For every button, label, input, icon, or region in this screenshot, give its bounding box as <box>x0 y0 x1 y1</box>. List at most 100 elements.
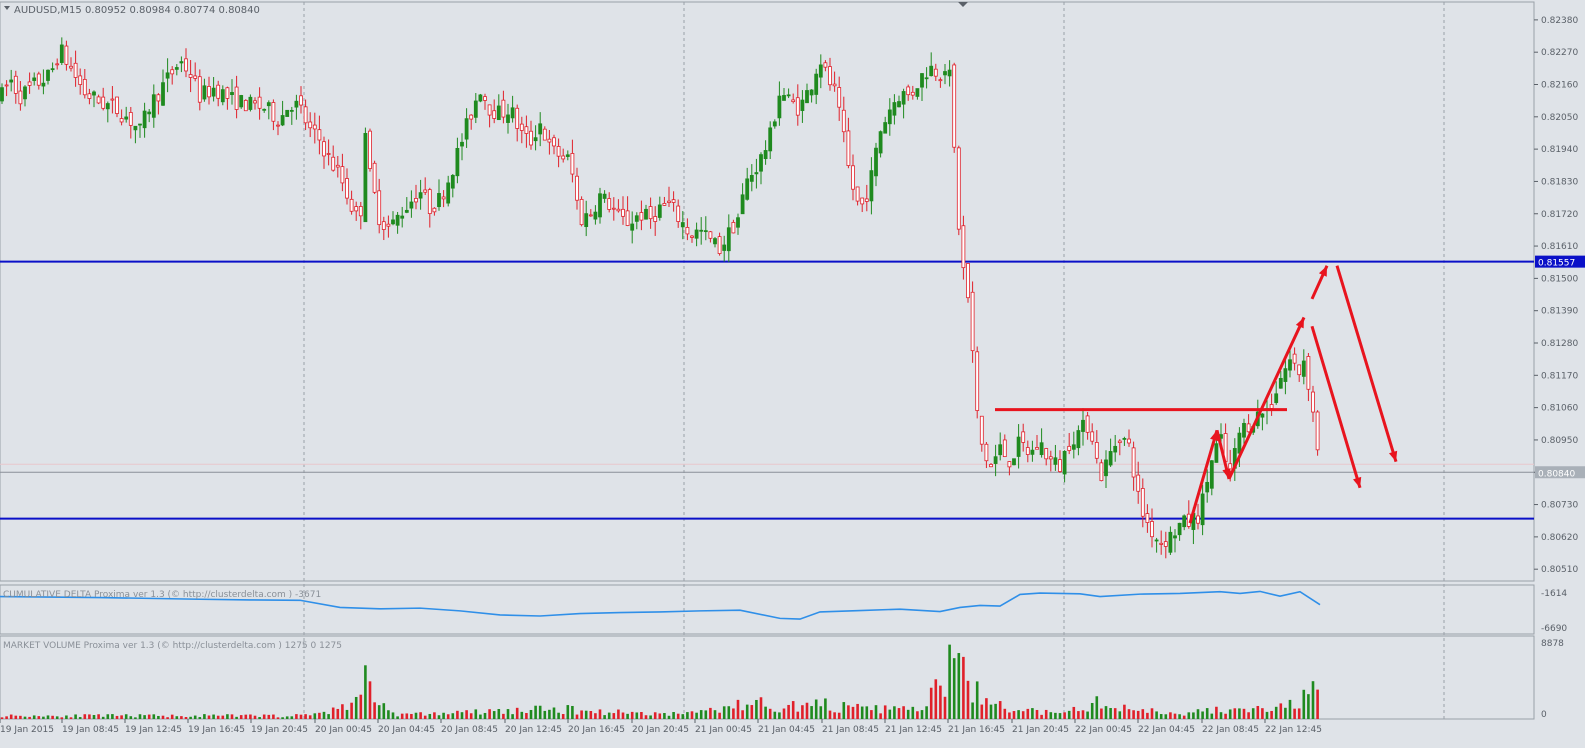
bull-candle <box>46 69 50 81</box>
bear-candle <box>1085 415 1090 433</box>
bear-candle <box>119 118 124 123</box>
collapse-triangle-icon[interactable] <box>4 6 10 10</box>
volume-bar <box>442 712 445 719</box>
volume-bar <box>157 715 160 719</box>
bear-candle <box>372 162 377 193</box>
volume-bar <box>83 714 87 719</box>
grid-lines <box>0 1 1535 720</box>
volume-bar <box>1297 708 1301 719</box>
bull-candle <box>174 67 179 70</box>
bull-candle <box>699 229 704 232</box>
bear-candle <box>331 156 336 171</box>
candlesticks <box>0 37 1320 559</box>
volume-bar <box>1251 708 1255 719</box>
trend-arrow-head <box>1388 450 1398 462</box>
bear-candle <box>524 126 529 134</box>
volume-bar <box>1003 708 1007 719</box>
volume-bar <box>161 715 165 719</box>
volume-bar <box>180 716 183 719</box>
volume-bar <box>391 712 395 719</box>
volume-bar <box>1311 681 1315 719</box>
bull-candle <box>1108 451 1113 466</box>
bull-candle <box>220 89 225 103</box>
bear-candle <box>368 130 372 169</box>
volume-bar <box>745 704 749 719</box>
volume-bar <box>548 709 551 719</box>
bull-candle <box>929 65 934 77</box>
bull-candle <box>1274 393 1279 404</box>
bear-candle <box>234 86 239 110</box>
volume-bar <box>980 704 984 719</box>
trend-arrow-head <box>1353 476 1362 488</box>
bear-candle <box>579 198 584 226</box>
volume-bar <box>1270 710 1273 719</box>
y-tick-label: 0.82160 <box>1541 81 1578 91</box>
volume-bar <box>1136 710 1140 719</box>
volume-bar <box>1274 706 1278 719</box>
volume-bar <box>285 716 289 719</box>
bear-candle <box>13 75 18 94</box>
market-volume-panel: 8878 0 <box>0 639 1564 720</box>
bull-candle <box>1012 458 1016 466</box>
bull-candle <box>869 170 874 202</box>
volume-bar <box>759 697 763 719</box>
volume-bar <box>129 716 133 719</box>
volume-bar <box>101 716 105 719</box>
market-volume-label: MARKET VOLUME Proxima ver 1.3 (© http://… <box>3 641 342 651</box>
bear-candle <box>956 147 961 230</box>
bear-candle <box>170 69 175 75</box>
volume-bar <box>598 709 602 719</box>
bear-candle <box>1159 542 1164 545</box>
volume-bar <box>1215 706 1218 719</box>
bull-candle <box>105 103 110 110</box>
bear-candle <box>253 100 257 104</box>
volume-bar <box>543 710 547 719</box>
volume-bar <box>239 715 243 719</box>
bull-candle <box>202 85 207 100</box>
bear-candle <box>685 227 690 235</box>
bull-candle <box>1039 442 1044 456</box>
bull-candle <box>266 102 271 107</box>
volume-bar <box>566 705 570 719</box>
volume-bar <box>1242 708 1246 719</box>
volume-bar <box>1192 712 1195 719</box>
volume-bar <box>377 705 381 719</box>
volume-bar <box>690 711 694 719</box>
volume-bar <box>1182 715 1186 719</box>
volume-bar <box>939 685 942 719</box>
y-tick-label: 0.81500 <box>1541 274 1578 284</box>
bear-candle <box>276 124 280 127</box>
bear-candle <box>27 81 32 86</box>
bull-candle <box>878 131 883 154</box>
volume-bar <box>906 709 910 719</box>
bear-candle <box>1292 353 1297 364</box>
volume-bar <box>511 714 514 719</box>
bear-candle <box>1196 515 1200 524</box>
bull-candle <box>1209 460 1214 489</box>
volume-bar <box>810 706 813 719</box>
bull-candle <box>634 215 639 222</box>
volume-bar <box>469 713 473 719</box>
bull-candle <box>1288 359 1292 371</box>
volume-bar <box>230 714 234 719</box>
bear-candle <box>1067 445 1072 451</box>
x-tick-label: 21 Jan 16:45 <box>948 725 1005 735</box>
bull-candle <box>993 456 998 464</box>
bull-candle <box>496 105 501 121</box>
volume-bar <box>649 715 652 719</box>
bear-candle <box>427 189 432 215</box>
volume-bar <box>1228 709 1232 719</box>
bear-candle <box>1117 440 1122 444</box>
volume-bar <box>308 715 312 719</box>
volume-bar <box>589 711 593 719</box>
bull-candle <box>478 94 483 102</box>
bear-candle <box>846 130 851 166</box>
bear-candle <box>354 206 359 212</box>
volume-bar <box>851 706 855 719</box>
x-tick-label: 19 Jan 12:45 <box>125 725 182 735</box>
volume-bar <box>368 681 372 719</box>
bear-candle <box>1136 474 1141 492</box>
bear-candle <box>386 223 391 227</box>
volume-bar <box>571 705 574 719</box>
volume-bar <box>488 709 491 719</box>
